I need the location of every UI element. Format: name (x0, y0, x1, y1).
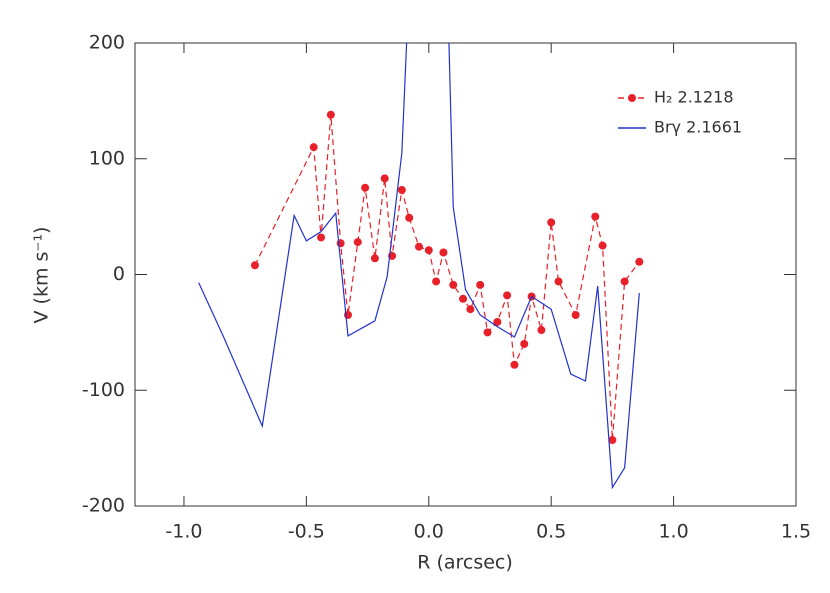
legend-marker (628, 94, 636, 102)
y-tick-label: -200 (82, 495, 125, 517)
data-point (571, 311, 580, 320)
x-tick-label: 0.0 (414, 521, 444, 543)
data-point (317, 233, 326, 242)
data-point (336, 239, 345, 248)
data-point (510, 360, 519, 369)
data-point (380, 174, 389, 183)
data-point (476, 280, 485, 289)
data-point (459, 294, 468, 303)
data-point (554, 277, 563, 286)
data-point (537, 326, 546, 335)
data-point (361, 183, 370, 192)
y-tick-label: 200 (89, 32, 125, 54)
data-point (466, 305, 475, 314)
x-axis-label: R (arcsec) (417, 552, 513, 574)
data-point (503, 291, 512, 300)
y-axis-label: V (km s⁻¹) (31, 227, 53, 324)
plot-frame (134, 42, 797, 507)
y-tick-label: 0 (113, 263, 125, 285)
x-tick-label: -0.5 (288, 521, 325, 543)
data-point (397, 186, 406, 195)
data-point (309, 143, 318, 152)
plot-area (198, 43, 644, 490)
data-point (493, 317, 502, 326)
data-point (370, 254, 379, 263)
data-point (414, 242, 423, 251)
data-point (547, 218, 556, 227)
data-point (598, 241, 607, 250)
x-tick-label: 0.5 (536, 521, 566, 543)
data-point (608, 436, 617, 445)
series-line (198, 43, 640, 490)
data-point (250, 261, 259, 270)
legend-label: H₂ 2.1218 (654, 88, 734, 107)
data-point (520, 339, 529, 348)
x-tick-label: -1.0 (165, 521, 202, 543)
y-tick-label: 100 (89, 147, 125, 169)
data-point (483, 328, 492, 337)
data-point (353, 238, 362, 247)
data-point (439, 248, 448, 257)
x-tick-label: 1.5 (781, 521, 811, 543)
data-point (405, 213, 414, 222)
data-point (432, 277, 441, 286)
legend-label: Brγ 2.1661 (654, 118, 742, 137)
data-point (424, 246, 433, 255)
data-point (591, 212, 600, 221)
x-tick-label: 1.0 (658, 521, 688, 543)
data-point (326, 110, 335, 119)
data-point (635, 257, 644, 266)
y-tick-label: -100 (82, 379, 125, 401)
data-point (449, 280, 458, 289)
series-line (254, 114, 640, 441)
data-point (620, 277, 629, 286)
